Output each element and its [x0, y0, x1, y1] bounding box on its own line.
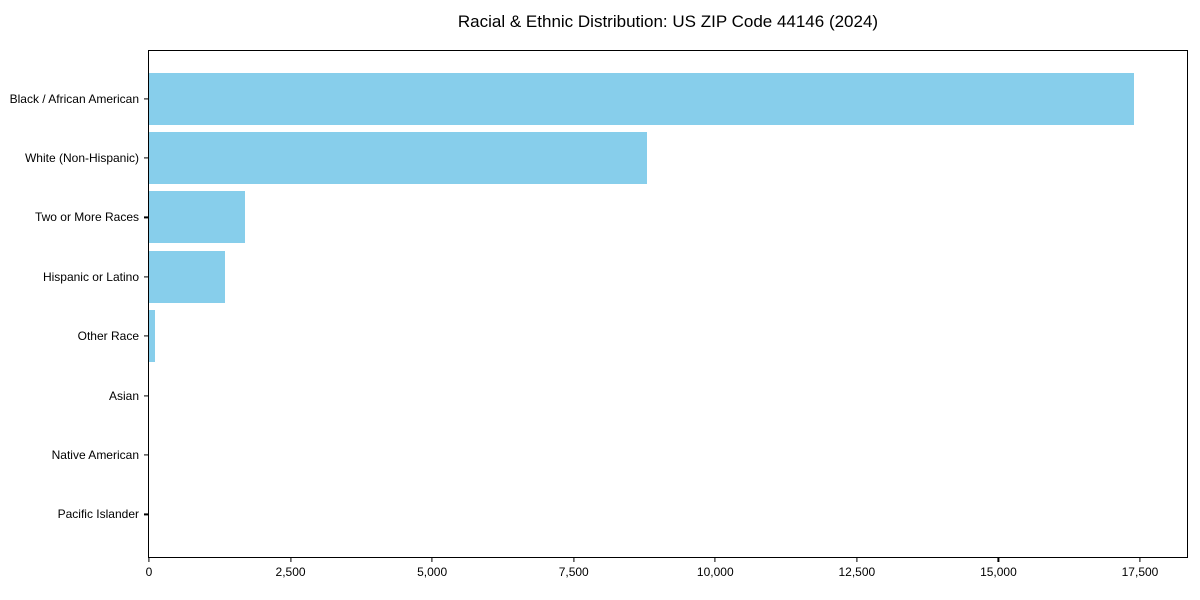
bar-row: Black / African American — [10, 69, 1187, 128]
y-axis-label: Black / African American — [9, 91, 139, 106]
y-axis-tick — [144, 513, 149, 516]
bar-row: White (Non-Hispanic) — [25, 128, 1187, 187]
x-axis-tick-label: 2,500 — [275, 565, 306, 579]
x-axis: 0 2,500 5,000 7,500 10,000 12,500 15,000 17,500 — [146, 51, 1187, 579]
x-axis-tick — [856, 557, 858, 562]
bar — [149, 191, 246, 244]
x-axis-tick — [1139, 557, 1141, 562]
bar-row: Pacific Islander — [58, 485, 1187, 544]
bar — [149, 310, 155, 363]
bar-row: Two or More Races — [35, 188, 1187, 247]
bar — [149, 132, 648, 185]
y-axis-label: White (Non-Hispanic) — [24, 151, 139, 166]
x-axis-tick — [148, 557, 150, 562]
y-axis-tick — [144, 335, 149, 337]
bar-row: Other Race — [78, 307, 1187, 366]
y-axis-tick — [144, 157, 149, 159]
x-axis-tick — [573, 557, 575, 562]
x-axis-tick — [289, 557, 292, 562]
bar-row: Asian — [109, 366, 1187, 425]
x-axis-tick-label: 15,000 — [980, 565, 1017, 579]
bar-row: Hispanic or Latino — [43, 247, 1187, 306]
x-axis-tick — [997, 557, 1000, 562]
y-axis-label: Asian — [108, 388, 139, 403]
chart-title: Racial & Ethnic Distribution: US ZIP Cod… — [457, 12, 879, 31]
x-axis-tick-label: 0 — [145, 565, 153, 579]
bar — [149, 72, 1135, 125]
bars-container: Black / African American White (Non-Hispa… — [10, 51, 1187, 557]
y-axis-tick — [144, 395, 149, 397]
x-axis-tick-label: 12,500 — [838, 565, 876, 579]
x-axis-tick-label: 17,500 — [1121, 565, 1159, 579]
y-axis-tick — [144, 98, 149, 100]
x-axis-tick-label: 10,000 — [696, 565, 734, 579]
x-axis-tick — [431, 557, 433, 562]
y-axis-tick — [144, 454, 149, 456]
y-axis-tick — [144, 276, 149, 278]
plot-area: Black / African American White (Non-Hispa… — [10, 50, 1188, 579]
x-axis-tick-label: 5,000 — [417, 565, 448, 579]
bar-row: Native American — [52, 425, 1187, 484]
y-axis-label: Native American — [51, 448, 139, 463]
x-axis-tick — [714, 557, 716, 562]
y-axis-label: Hispanic or Latino — [42, 269, 139, 284]
x-axis-tick-label: 7,500 — [558, 565, 589, 579]
bar — [149, 250, 225, 303]
y-axis-label: Other Race — [77, 329, 139, 344]
y-axis-label: Pacific Islander — [57, 507, 139, 522]
y-axis-tick — [144, 216, 149, 219]
y-axis-label: Two or More Races — [34, 210, 139, 225]
